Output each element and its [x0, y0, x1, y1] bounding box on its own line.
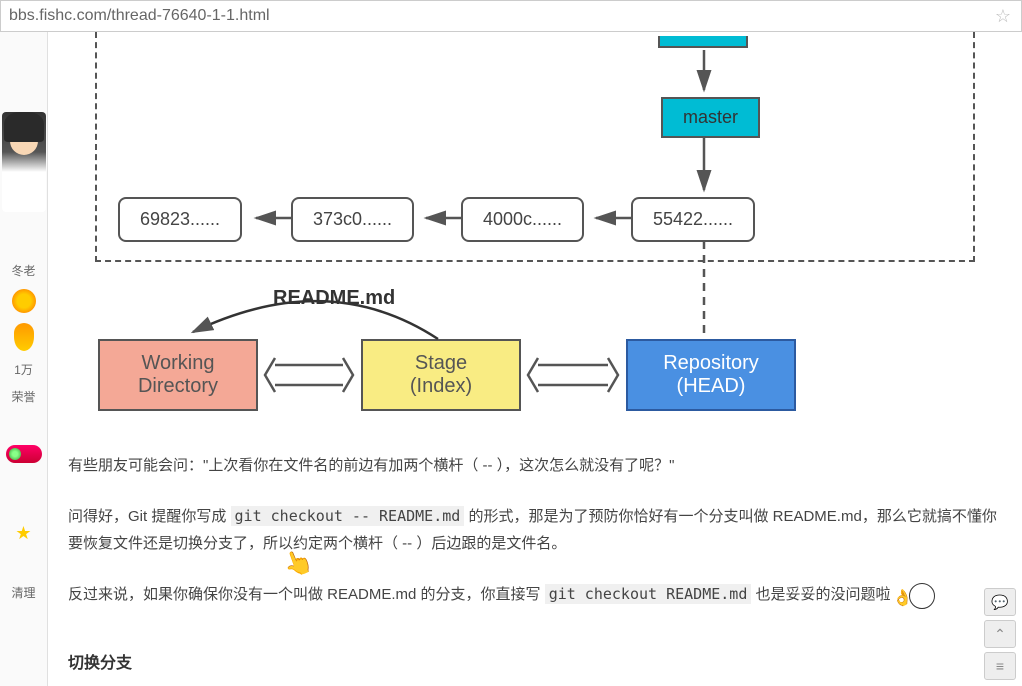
scroll-top-button[interactable]: ⌃: [984, 620, 1016, 648]
master-branch-box: master: [661, 97, 760, 138]
paragraph-3: 反过来说，如果你确保你没有一个叫做 README.md 的分支，你直接写 git…: [68, 581, 1002, 609]
ok-face-emoji-icon: [895, 581, 935, 609]
readme-arc-label: README.md: [273, 287, 395, 310]
medal-badge-icon: [14, 323, 34, 351]
paragraph-2: 问得好，Git 提醒你写成 git checkout -- README.md …: [68, 503, 1002, 557]
menu-button[interactable]: ≡: [984, 652, 1016, 680]
content-area: master 69823...... 373c0...... 4000c....…: [48, 32, 1022, 686]
address-bar[interactable]: bbs.fishc.com/thread-76640-1-1.html ☆: [0, 0, 1022, 32]
repository-box: Repository (HEAD): [626, 339, 796, 411]
commit-box-0: 69823......: [118, 197, 242, 242]
status-badge-icon[interactable]: [6, 445, 42, 463]
commit-box-2: 4000c......: [461, 197, 584, 242]
git-diagram: master 69823...... 373c0...... 4000c....…: [68, 32, 978, 422]
section-title: 切换分支: [68, 649, 1002, 673]
sidebar: 冬老 1万 荣誉 ★ 清理: [0, 32, 48, 686]
paragraph-1: 有些朋友可能会问："上次看你在文件名的前边有加两个横杆（ -- ），这次怎么就没…: [68, 452, 1002, 479]
sidebar-manage[interactable]: 清理: [11, 584, 35, 601]
bookmark-star-icon[interactable]: ☆: [995, 6, 1011, 27]
sidebar-label: 冬老: [11, 262, 35, 279]
avatar[interactable]: [2, 112, 46, 212]
code-checkout-dash: git checkout -- README.md: [231, 506, 465, 526]
sidebar-honor: 荣誉: [11, 388, 35, 405]
master-label: master: [683, 107, 738, 127]
url-text: bbs.fishc.com/thread-76640-1-1.html: [9, 7, 270, 25]
star-badge-icon: ★: [15, 523, 31, 544]
stage-box: Stage (Index): [361, 339, 521, 411]
float-buttons: 💬 ⌃ ≡: [984, 588, 1016, 680]
code-checkout: git checkout README.md: [545, 584, 752, 604]
sun-badge-icon: [12, 289, 36, 313]
working-directory-box: Working Directory: [98, 339, 258, 411]
top-commit-box: [658, 36, 748, 48]
sidebar-count: 1万: [14, 361, 33, 378]
commit-box-3: 55422......: [631, 197, 755, 242]
reply-button[interactable]: 💬: [984, 588, 1016, 616]
commit-box-1: 373c0......: [291, 197, 414, 242]
